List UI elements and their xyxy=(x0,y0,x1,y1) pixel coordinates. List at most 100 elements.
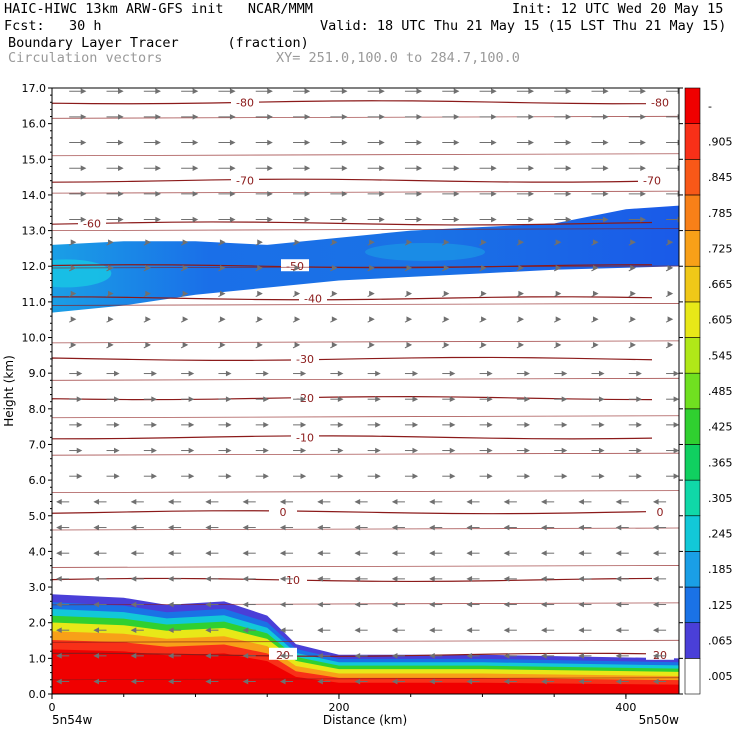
circulation-arrowhead xyxy=(592,342,599,348)
isotherm-label: -80 xyxy=(236,96,254,109)
colorbar-label: .125 xyxy=(708,599,733,612)
circulation-arrowhead xyxy=(151,447,157,454)
colorbar-label: .305 xyxy=(708,492,733,505)
circulation-arrowhead xyxy=(205,653,211,659)
circulation-arrowhead xyxy=(151,422,157,428)
isotherm-label-bg xyxy=(646,647,674,660)
circulation-arrowhead xyxy=(481,290,487,297)
y-tick-label: 12.0 xyxy=(22,260,47,273)
isotherm-label: 20 xyxy=(653,649,667,662)
circulation-arrowhead xyxy=(541,601,547,608)
circulation-arrowhead xyxy=(300,473,307,480)
circulation-arrowhead xyxy=(555,342,562,348)
circulation-arrowhead xyxy=(667,265,674,271)
circulation-arrowhead xyxy=(466,601,473,608)
circulation-arrowhead xyxy=(640,114,646,120)
circulation-arrowhead xyxy=(375,473,381,480)
circulation-arrowhead xyxy=(300,370,307,377)
isotherm-line xyxy=(52,178,653,183)
isotherm-label: -80 xyxy=(651,96,669,109)
circulation-arrowhead xyxy=(369,290,375,297)
circulation-arrowhead xyxy=(229,114,236,120)
circulation-arrowhead xyxy=(528,114,534,120)
circulation-arrowhead xyxy=(652,653,659,659)
circulation-arrowhead xyxy=(151,396,157,403)
circulation-arrowhead xyxy=(267,88,273,95)
colorbar-label: .785 xyxy=(708,207,733,220)
isotherm-label: -30 xyxy=(296,353,314,366)
circulation-arrowhead xyxy=(56,576,62,582)
circulation-arrowhead xyxy=(267,139,273,146)
y-tick-label: 13.0 xyxy=(22,225,47,238)
circulation-arrowhead xyxy=(466,627,473,634)
colorbar-swatch xyxy=(684,123,701,160)
circulation-arrowhead xyxy=(443,265,450,271)
circulation-arrowhead xyxy=(279,576,286,582)
x-tick-label: 0 xyxy=(49,701,56,714)
circulation-arrowhead xyxy=(317,576,323,582)
circulation-arrowhead xyxy=(379,216,385,223)
circulation-arrowhead xyxy=(304,216,311,223)
circulation-arrowhead xyxy=(182,239,189,246)
circulation-arrowhead xyxy=(93,524,100,531)
circulation-arrowhead xyxy=(168,653,174,659)
circulation-arrowhead xyxy=(524,473,530,480)
isotherm-label-bg xyxy=(231,173,259,186)
circulation-arrowhead xyxy=(188,473,195,480)
circulation-arrowhead xyxy=(70,290,77,297)
isotherm-label: -10 xyxy=(296,431,314,444)
circulation-arrowhead xyxy=(80,114,87,120)
circulation-arrowhead xyxy=(375,370,381,377)
circulation-arrowhead xyxy=(219,265,226,271)
circulation-arrowhead xyxy=(225,422,232,428)
circulation-arrowhead xyxy=(636,473,642,480)
circulation-arrowhead xyxy=(354,524,361,531)
circulation-arrowhead xyxy=(279,627,286,634)
circulation-arrowhead xyxy=(369,239,375,246)
isotherm-line-minor xyxy=(52,340,679,344)
circulation-arrowhead xyxy=(70,239,77,246)
circulation-arrowhead xyxy=(56,653,62,659)
isotherm-line xyxy=(52,100,653,105)
circulation-arrowhead xyxy=(205,499,211,505)
circulation-arrowhead xyxy=(151,370,157,377)
circulation-arrowhead xyxy=(93,653,100,659)
isotherm-label: -40 xyxy=(304,292,322,305)
colorbar-swatch xyxy=(684,551,701,588)
circulation-arrowhead xyxy=(636,396,642,403)
circulation-arrowhead xyxy=(205,627,211,634)
y-tick-label: 17.0 xyxy=(22,82,47,95)
circulation-arrowhead xyxy=(257,290,263,297)
circulation-arrowhead xyxy=(528,165,534,172)
circulation-arrowhead xyxy=(379,191,385,197)
circulation-arrowhead xyxy=(518,316,524,323)
circulation-arrowhead xyxy=(192,88,199,95)
circulation-arrowhead xyxy=(188,396,195,403)
y-tick-label: 0.0 xyxy=(29,688,47,701)
isotherm-label-bg xyxy=(269,647,297,660)
circulation-arrowhead xyxy=(449,370,456,377)
circulation-arrowhead xyxy=(317,601,323,608)
y-tick-label: 8.0 xyxy=(29,403,47,416)
circulation-arrowhead xyxy=(518,290,524,297)
circulation-arrowhead xyxy=(640,88,646,95)
circulation-arrowhead xyxy=(294,342,301,348)
circulation-arrowhead xyxy=(528,216,534,223)
circulation-arrowhead xyxy=(118,165,124,172)
circulation-arrowhead xyxy=(453,216,460,223)
colorbar-label: .725 xyxy=(708,242,733,255)
circulation-arrowhead xyxy=(130,627,137,634)
x-end-label: 5n50w xyxy=(639,713,680,727)
isotherm-label-bg xyxy=(646,95,674,108)
circulation-arrowhead xyxy=(205,678,211,685)
circulation-arrowhead xyxy=(192,139,199,146)
circulation-arrowhead xyxy=(391,627,398,634)
circulation-arrowhead xyxy=(598,447,605,454)
circulation-arrowhead xyxy=(118,216,124,223)
circulation-arrowhead xyxy=(518,239,524,246)
circulation-arrowhead xyxy=(188,370,195,377)
circulation-arrowhead xyxy=(578,601,584,608)
circulation-arrowhead xyxy=(565,139,572,146)
circulation-arrowhead xyxy=(491,165,497,172)
isotherm-line-minor xyxy=(52,490,679,493)
